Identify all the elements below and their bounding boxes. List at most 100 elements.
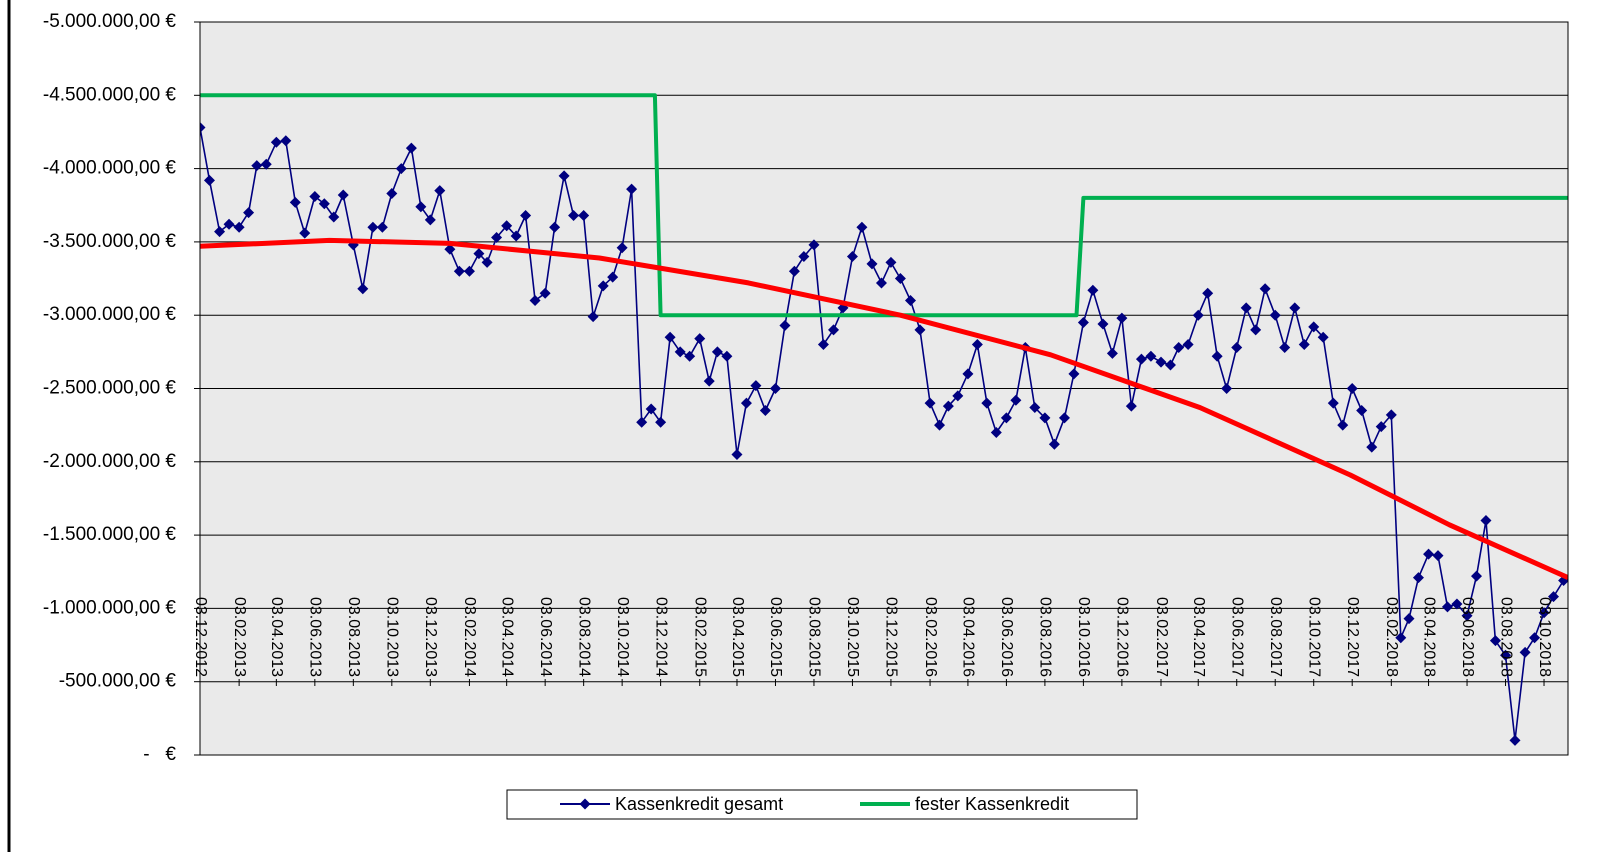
x-tick-label: 03.04.2018 <box>1420 597 1437 677</box>
data-point <box>759 404 771 416</box>
data-point <box>711 346 723 358</box>
data-point <box>905 295 917 307</box>
x-tick-label: 03.04.2016 <box>960 597 977 677</box>
data-point <box>520 210 532 222</box>
data-point <box>395 163 407 175</box>
series-line <box>200 93 1568 318</box>
data-point <box>386 188 398 200</box>
x-tick-label: 03.08.2018 <box>1497 597 1514 677</box>
data-point <box>481 256 493 268</box>
y-tick-label: -1.500.000,00 € <box>43 524 177 545</box>
data-point <box>260 158 272 170</box>
data-point <box>405 142 417 154</box>
data-point <box>1471 570 1483 582</box>
legend: Kassenkredit gesamt fester Kassenkredit <box>560 794 1069 814</box>
data-point <box>1250 324 1262 336</box>
data-point <box>491 232 503 244</box>
data-point <box>200 122 206 134</box>
data-point <box>1529 632 1541 644</box>
data-point <box>808 239 820 251</box>
y-tick-label: -500.000,00 € <box>59 671 177 692</box>
data-point <box>1269 309 1281 321</box>
data-point <box>453 265 465 277</box>
data-point <box>962 368 974 380</box>
data-point <box>1480 514 1492 526</box>
y-tick-label: -4.500.000,00 € <box>43 84 177 105</box>
data-point <box>1106 347 1118 359</box>
data-point <box>721 350 733 362</box>
y-tick-label: -3.000.000,00 € <box>43 304 177 325</box>
data-point <box>674 346 686 358</box>
data-point <box>684 350 696 362</box>
y-tick-label: -2.000.000,00 € <box>43 451 177 472</box>
x-tick-label: 03.02.2017 <box>1153 597 1170 677</box>
x-tick-label: 03.04.2013 <box>268 597 285 677</box>
data-point <box>1289 302 1301 314</box>
data-point <box>214 226 226 238</box>
x-tick-label: 03.06.2016 <box>998 597 1015 677</box>
data-point <box>750 380 762 392</box>
data-point <box>1068 368 1080 380</box>
data-point <box>424 214 436 226</box>
data-point <box>587 311 599 323</box>
data-point <box>942 400 954 412</box>
x-tick-label: 03.04.2017 <box>1190 597 1207 677</box>
data-point <box>1385 409 1397 421</box>
x-tick-label: 03.08.2013 <box>345 597 362 677</box>
data-point <box>1087 284 1099 296</box>
data-point <box>597 280 609 292</box>
legend-label: fester Kassenkredit <box>915 794 1069 814</box>
data-point <box>1346 383 1358 394</box>
data-point <box>1509 734 1521 746</box>
x-tick-label: 03.06.2017 <box>1228 597 1245 677</box>
data-point <box>1327 397 1339 409</box>
x-tick-label: 03.06.2015 <box>767 597 784 677</box>
data-point <box>952 390 964 402</box>
data-point <box>1116 312 1128 324</box>
y-tick-label: -1.000.000,00 € <box>43 597 177 618</box>
data-point <box>1538 607 1550 619</box>
data-point <box>1519 646 1531 658</box>
data-point <box>856 221 868 233</box>
data-point <box>894 273 906 285</box>
legend-label: Kassenkredit gesamt <box>615 794 783 814</box>
y-tick-label: - € <box>143 744 176 765</box>
legend-box <box>506 789 1138 820</box>
x-tick-label: 03.04.2015 <box>729 597 746 677</box>
data-point <box>444 243 456 255</box>
data-point <box>1489 635 1501 647</box>
data-point <box>1097 318 1109 330</box>
data-point <box>328 211 340 223</box>
data-point <box>243 207 255 219</box>
data-point <box>645 403 657 415</box>
data-point <box>1500 649 1512 661</box>
x-tick-label: 03.12.2014 <box>652 597 669 677</box>
data-point <box>1000 412 1012 424</box>
data-point <box>1441 601 1453 613</box>
data-point <box>1039 412 1051 424</box>
data-point <box>1308 321 1320 333</box>
data-point <box>788 265 800 277</box>
data-point <box>1423 548 1435 560</box>
data-point <box>1547 591 1559 603</box>
data-point <box>924 397 936 409</box>
data-point <box>655 416 667 428</box>
data-point <box>1077 317 1089 329</box>
x-tick-label: 03.10.2015 <box>844 597 861 677</box>
data-point <box>828 324 840 336</box>
data-point <box>318 198 330 210</box>
axes: -5.000.000,00 € -4.500.000,00 € -4.000.000… <box>43 11 1553 765</box>
data-point <box>1010 394 1022 406</box>
x-tick-label: 03.08.2015 <box>806 597 823 677</box>
data-point <box>885 256 897 268</box>
data-point <box>549 221 561 233</box>
data-point <box>1298 339 1310 351</box>
data-point <box>280 135 292 147</box>
data-point <box>981 397 993 409</box>
data-point <box>1356 404 1368 416</box>
data-point <box>501 220 513 232</box>
data-point <box>1231 341 1243 353</box>
data-point <box>1173 341 1185 353</box>
x-tick-label: 03.12.2012 <box>192 597 209 677</box>
